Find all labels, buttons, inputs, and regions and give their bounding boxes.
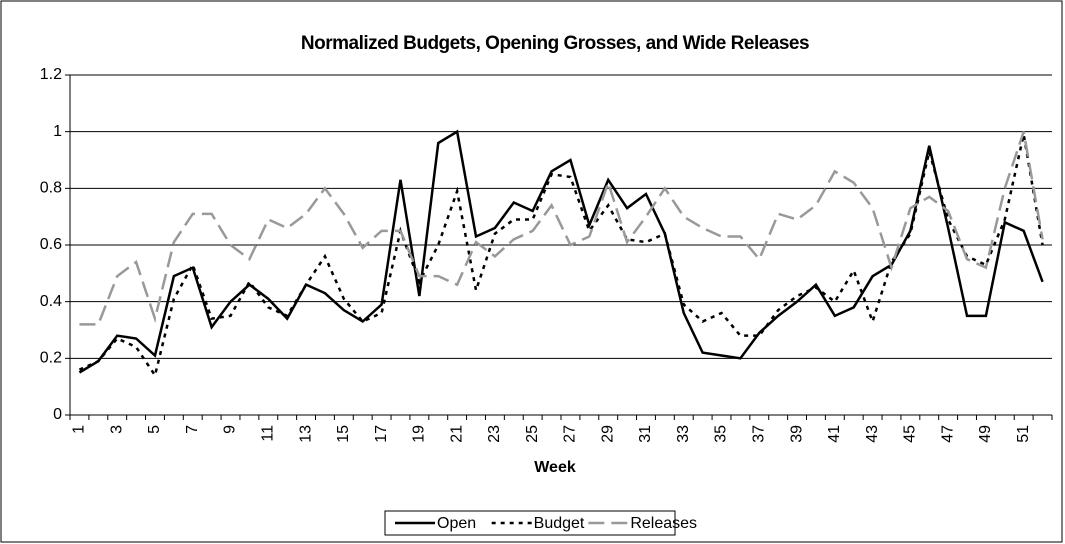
x-tick-label: 17	[373, 425, 390, 443]
x-tick-label: 29	[599, 425, 616, 443]
legend-label: Budget	[534, 515, 585, 532]
y-tick-label: 0.6	[40, 236, 62, 253]
x-tick-label: 7	[184, 425, 201, 434]
x-tick-label: 21	[448, 425, 465, 443]
x-tick-label: 15	[335, 425, 352, 443]
x-axis-title: Week	[534, 459, 576, 476]
y-tick-label: 1.2	[40, 66, 62, 83]
x-tick-label: 5	[146, 425, 163, 434]
x-tick-label: 11	[260, 425, 277, 442]
y-tick-label: 1	[53, 123, 62, 140]
x-tick-label: 43	[864, 425, 881, 443]
x-tick-label: 51	[1015, 425, 1032, 443]
x-tick-label: 39	[788, 425, 805, 443]
x-tick-label: 31	[637, 425, 654, 443]
x-tick-label: 19	[411, 425, 428, 443]
legend-label: Releases	[630, 515, 697, 532]
x-tick-label: 1	[71, 425, 88, 434]
series-line	[78, 129, 1044, 374]
x-tick-label: 23	[486, 425, 503, 443]
x-tick-label: 33	[675, 425, 692, 443]
x-tick-label: 45	[902, 425, 919, 443]
x-tick-label: 27	[562, 425, 579, 443]
x-tick-label: 41	[826, 425, 843, 443]
series-line	[79, 131, 1044, 326]
y-tick-label: 0	[53, 406, 62, 423]
chart-title: Normalized Budgets, Opening Grosses, and…	[301, 33, 809, 54]
x-tick-label: 13	[297, 425, 314, 443]
y-tick-label: 0.2	[40, 350, 62, 367]
x-tick-label: 35	[713, 425, 730, 443]
x-tick-label: 47	[939, 425, 956, 443]
y-tick-label: 0.4	[40, 293, 62, 310]
legend-label: Open	[437, 515, 476, 532]
x-tick-label: 3	[108, 425, 125, 434]
y-tick-label: 0.8	[40, 180, 62, 197]
x-tick-label: 49	[977, 425, 994, 443]
x-tick-label: 25	[524, 425, 541, 443]
x-tick-label: 37	[751, 425, 768, 443]
x-tick-label: 9	[222, 425, 239, 434]
series-line	[78, 134, 1044, 379]
